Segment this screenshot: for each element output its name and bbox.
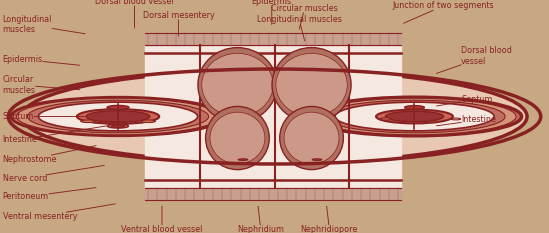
Ellipse shape (141, 120, 155, 123)
Text: Epidermis: Epidermis (3, 55, 80, 65)
Text: Dorsal blood
vessel: Dorsal blood vessel (436, 46, 512, 73)
Ellipse shape (38, 102, 198, 131)
Ellipse shape (276, 53, 348, 116)
Text: Nephridiopore: Nephridiopore (301, 206, 358, 233)
Ellipse shape (376, 110, 453, 123)
Ellipse shape (385, 111, 444, 122)
Text: Longitudinal
muscles: Longitudinal muscles (3, 15, 85, 34)
Ellipse shape (22, 70, 527, 163)
Ellipse shape (27, 100, 209, 133)
Ellipse shape (313, 98, 516, 135)
Ellipse shape (210, 112, 265, 164)
Ellipse shape (77, 109, 159, 124)
Text: Peritoneum: Peritoneum (3, 188, 96, 201)
Text: Longitudinal muscles: Longitudinal muscles (257, 15, 341, 41)
Ellipse shape (307, 97, 522, 136)
Text: Circular
muscles: Circular muscles (3, 75, 80, 95)
Ellipse shape (205, 106, 269, 170)
Ellipse shape (335, 102, 494, 131)
Ellipse shape (284, 112, 339, 164)
Text: Septum: Septum (3, 112, 85, 121)
Text: Junction of two segments: Junction of two segments (393, 1, 494, 23)
Text: Nephridium: Nephridium (237, 206, 284, 233)
Ellipse shape (272, 48, 351, 122)
Ellipse shape (11, 97, 225, 136)
Text: Septum: Septum (436, 95, 492, 106)
Text: Intestine: Intestine (436, 116, 496, 126)
Text: Ventral mesentery: Ventral mesentery (3, 204, 115, 221)
Ellipse shape (108, 124, 128, 128)
Ellipse shape (107, 105, 129, 109)
Ellipse shape (111, 125, 125, 127)
Ellipse shape (280, 106, 344, 170)
Text: Dorsal mesentery: Dorsal mesentery (143, 11, 214, 36)
Ellipse shape (238, 159, 248, 161)
Ellipse shape (198, 48, 277, 122)
Text: Ventral blood vessel: Ventral blood vessel (121, 206, 203, 233)
Text: Circular muscles: Circular muscles (271, 4, 338, 29)
Ellipse shape (81, 120, 95, 123)
Ellipse shape (16, 98, 220, 135)
Text: Dorsal blood vessel: Dorsal blood vessel (95, 0, 174, 28)
Ellipse shape (312, 159, 322, 161)
Text: Nerve cord: Nerve cord (3, 165, 104, 183)
Ellipse shape (380, 118, 392, 120)
Ellipse shape (324, 100, 505, 133)
Text: Intestine: Intestine (3, 126, 107, 144)
Ellipse shape (202, 53, 273, 116)
Text: Nephrostome: Nephrostome (3, 146, 96, 164)
Ellipse shape (109, 122, 127, 126)
Ellipse shape (405, 106, 424, 109)
Ellipse shape (86, 111, 150, 122)
Text: Epidermis: Epidermis (251, 0, 292, 24)
